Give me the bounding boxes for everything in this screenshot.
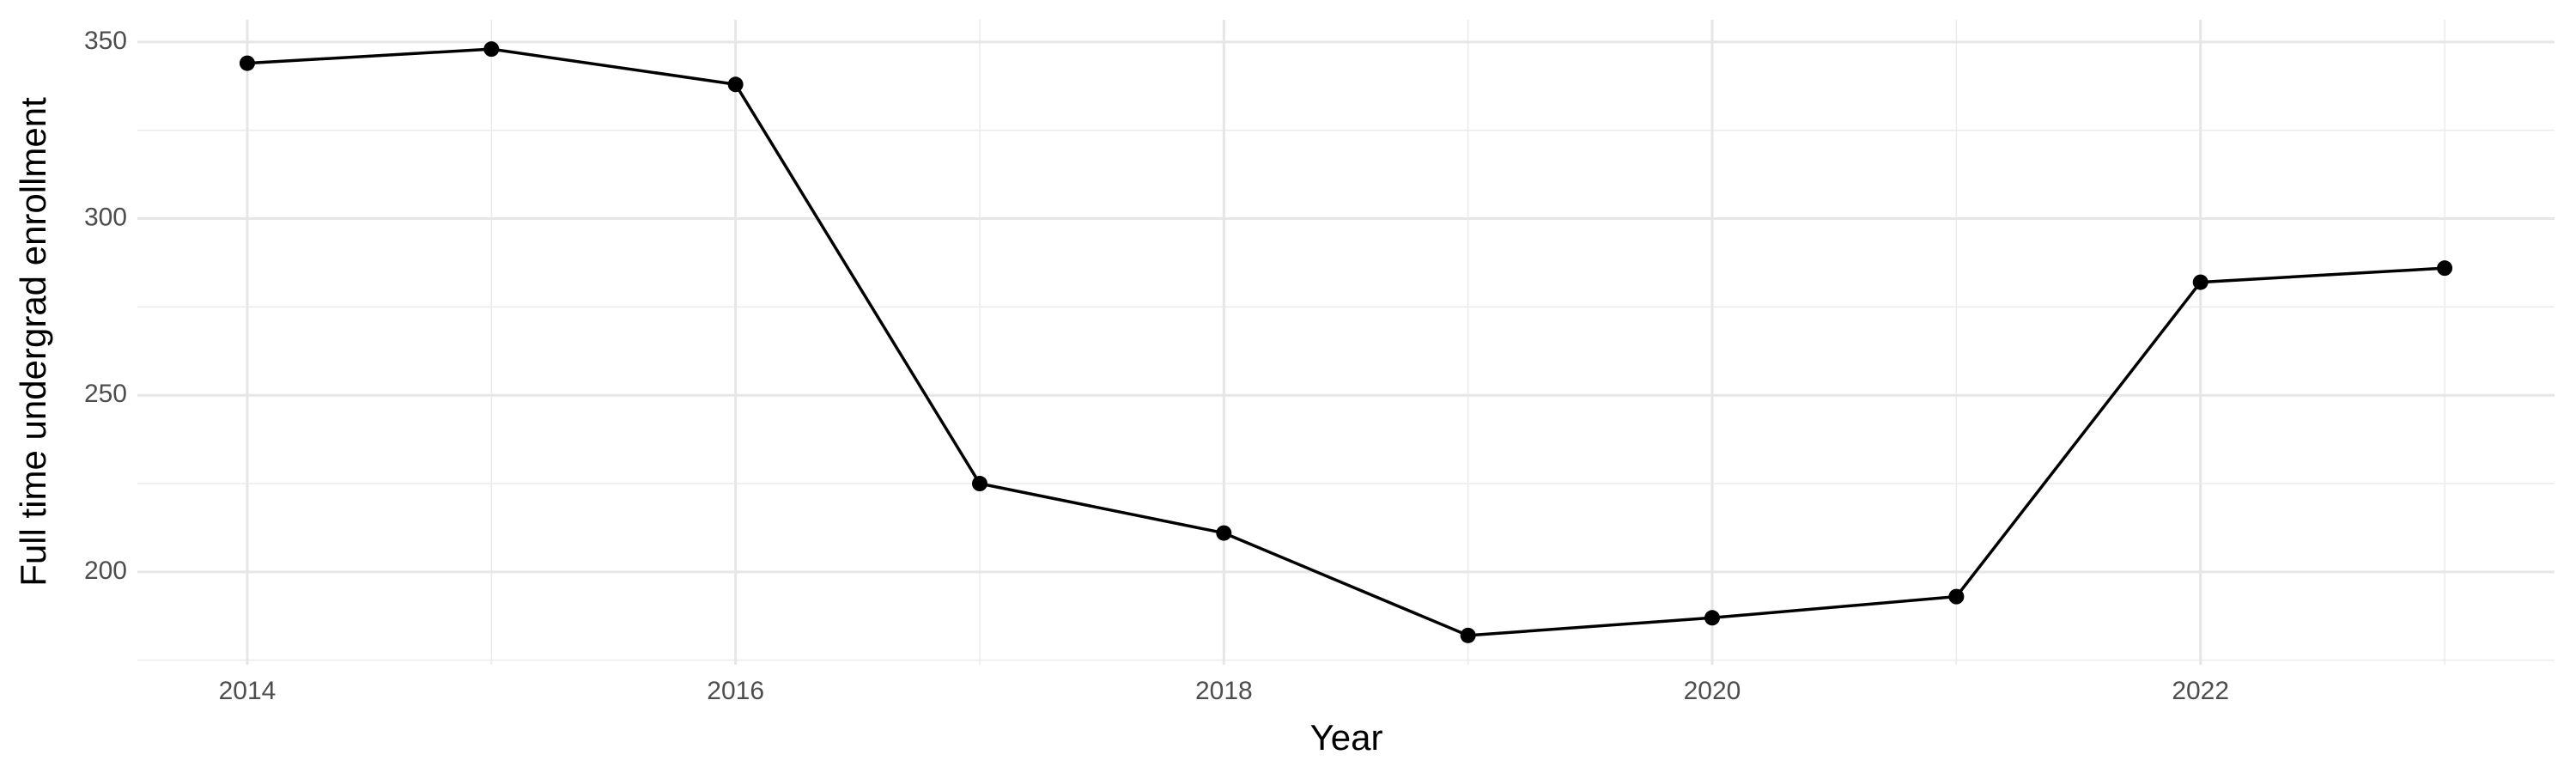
point (1460, 627, 1476, 643)
point (971, 476, 987, 492)
point (2192, 274, 2208, 290)
line (246, 47, 2445, 637)
y-tick-label: 350 (84, 27, 127, 55)
y-tick-label: 200 (84, 557, 127, 585)
x-axis-title: Year (1310, 717, 1383, 758)
point (239, 55, 255, 71)
point (483, 41, 500, 58)
point (727, 76, 744, 93)
x-tick-label: 2014 (219, 677, 276, 705)
x-tick-label: 2022 (2172, 677, 2229, 705)
y-axis-title: Full time undergrad enrollment (13, 97, 53, 587)
y-tick-label: 250 (84, 380, 127, 408)
x-tick-label: 2016 (707, 677, 764, 705)
x-tick-label: 2018 (1195, 677, 1253, 705)
y-tick-label: 300 (84, 203, 127, 231)
point (1704, 610, 1721, 626)
x-tick-label: 2020 (1684, 677, 1741, 705)
point (1948, 588, 1965, 605)
point (1216, 525, 1232, 541)
point (2437, 260, 2453, 277)
